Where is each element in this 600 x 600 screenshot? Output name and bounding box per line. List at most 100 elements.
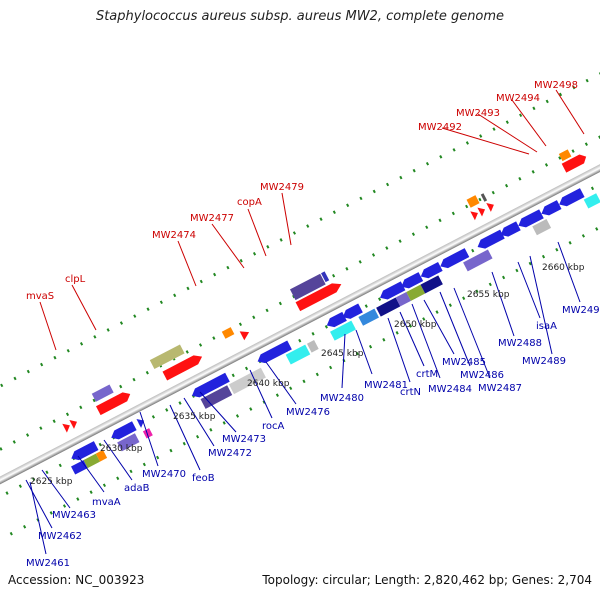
gene-forward — [477, 207, 486, 217]
gene-forward — [95, 392, 131, 416]
gene-reverse — [136, 418, 145, 428]
gene-feature — [228, 367, 266, 395]
gene-feature — [466, 195, 480, 208]
gene-feature — [330, 320, 356, 341]
scale-label: 2640 kbp — [247, 379, 290, 389]
gene-label-bottom: MW2461 — [26, 558, 70, 569]
gene-forward — [162, 355, 203, 381]
gene-label-bottom: MW2470 — [142, 469, 186, 480]
gene-label-bottom: mvaA — [92, 497, 121, 508]
gene-label-bottom: MW2481 — [364, 380, 408, 391]
gene-label-top: MW2492 — [418, 122, 462, 133]
gene-feature — [91, 384, 114, 402]
scale-label: 2655 kbp — [467, 290, 510, 300]
gene-label-bottom: MW2476 — [286, 407, 330, 418]
gene-feature — [95, 449, 108, 462]
gene-reverse — [257, 340, 292, 364]
gene-reverse — [326, 311, 347, 328]
scale-label: 2660 kbp — [542, 263, 585, 273]
gene-feature — [406, 284, 426, 301]
gene-reverse — [518, 209, 544, 228]
gene-feature — [149, 344, 185, 370]
forward-genes — [62, 154, 587, 433]
gene-reverse — [380, 281, 406, 300]
gene-feature — [306, 340, 319, 353]
gene-label-top: MW2477 — [190, 213, 234, 224]
gene-feature — [480, 193, 488, 202]
gene-label-bottom: isaA — [536, 321, 557, 332]
gene-reverse — [477, 229, 505, 249]
gene-reverse — [420, 261, 443, 279]
scale-label: 2630 kbp — [100, 444, 143, 454]
gene-label-bottom: MW2491 — [562, 305, 600, 316]
gene-label-bottom: MW2488 — [498, 338, 542, 349]
gene-label-bottom: MW2480 — [320, 393, 364, 404]
gene-forward — [239, 331, 250, 341]
gene-label-top: copA — [237, 197, 262, 208]
gene-forward — [470, 211, 478, 221]
gene-feature — [142, 428, 153, 439]
gene-label-bottom: MW2463 — [52, 510, 96, 521]
gene-feature — [532, 219, 552, 236]
gene-reverse — [559, 188, 585, 207]
outer-tick-line — [0, 68, 600, 422]
inner-tick-line-2 — [0, 155, 600, 509]
gene-label-top: MW2493 — [456, 108, 500, 119]
gene-feature — [285, 344, 311, 365]
gene-label-bottom: MW2487 — [478, 383, 522, 394]
gene-reverse — [500, 221, 521, 237]
page-title: Staphylococcus aureus subsp. aureus MW2,… — [95, 9, 505, 24]
genome-backbone — [0, 112, 600, 517]
gene-reverse — [111, 421, 137, 440]
scale-labels: 2625 kbp 2630 kbp 2635 kbp 2640 kbp 2645 kbp… — [30, 263, 585, 487]
gene-label-bottom: crtM — [416, 369, 438, 380]
bottom-callouts — [25, 241, 581, 555]
reverse-genes — [71, 188, 585, 461]
accession: Accession: NC_003923 — [8, 573, 145, 587]
gene-label-bottom: MW2486 — [460, 370, 504, 381]
gene-forward — [486, 203, 494, 212]
scale-label: 2650 kbp — [394, 320, 437, 330]
gene-label-bottom: feoB — [192, 473, 215, 484]
bottom-tick-line — [0, 188, 600, 543]
gene-feature — [200, 385, 233, 409]
gene-forward — [561, 154, 587, 173]
gene-label-bottom: MW2489 — [522, 356, 566, 367]
scale-label: 2635 kbp — [173, 412, 216, 422]
scale-label: 2625 kbp — [30, 477, 73, 487]
gene-feature — [358, 308, 380, 326]
gene-label-bottom: MW2472 — [208, 448, 252, 459]
gene-label-bottom: MW2484 — [428, 384, 472, 395]
gene-label-bottom: rocA — [262, 421, 285, 432]
gene-forward — [62, 423, 70, 433]
gene-feature — [376, 297, 401, 317]
gene-feature — [395, 292, 411, 307]
gene-reverse — [71, 441, 99, 461]
gene-label-top: mvaS — [26, 291, 54, 302]
gene-label-top: MW2474 — [152, 230, 196, 241]
gene-feature — [558, 149, 572, 162]
gene-reverse — [401, 272, 424, 289]
gene-feature — [583, 193, 600, 209]
scale-label: 2645 kbp — [321, 349, 364, 359]
gene-label-bottom: crtN — [400, 387, 421, 398]
gene-reverse — [541, 200, 562, 216]
gene-label-top: MW2498 — [534, 80, 578, 91]
gene-feature — [463, 249, 493, 272]
gene-reverse — [191, 372, 230, 398]
gene-reverse — [342, 303, 363, 319]
gene-forward — [69, 420, 78, 429]
gene-label-top: MW2479 — [260, 182, 304, 193]
gene-feature — [321, 271, 330, 283]
gene-feature — [117, 433, 140, 452]
top-callouts — [39, 89, 585, 351]
gene-label-top: clpL — [65, 274, 86, 285]
gene-feature — [221, 327, 235, 339]
gene-label-bottom: MW2485 — [442, 357, 486, 368]
gene-label-bottom: adaB — [124, 483, 150, 494]
gene-label-top: MW2494 — [496, 93, 540, 104]
genome-summary: Topology: circular; Length: 2,820,462 bp… — [262, 573, 592, 587]
gene-feature — [289, 273, 326, 301]
